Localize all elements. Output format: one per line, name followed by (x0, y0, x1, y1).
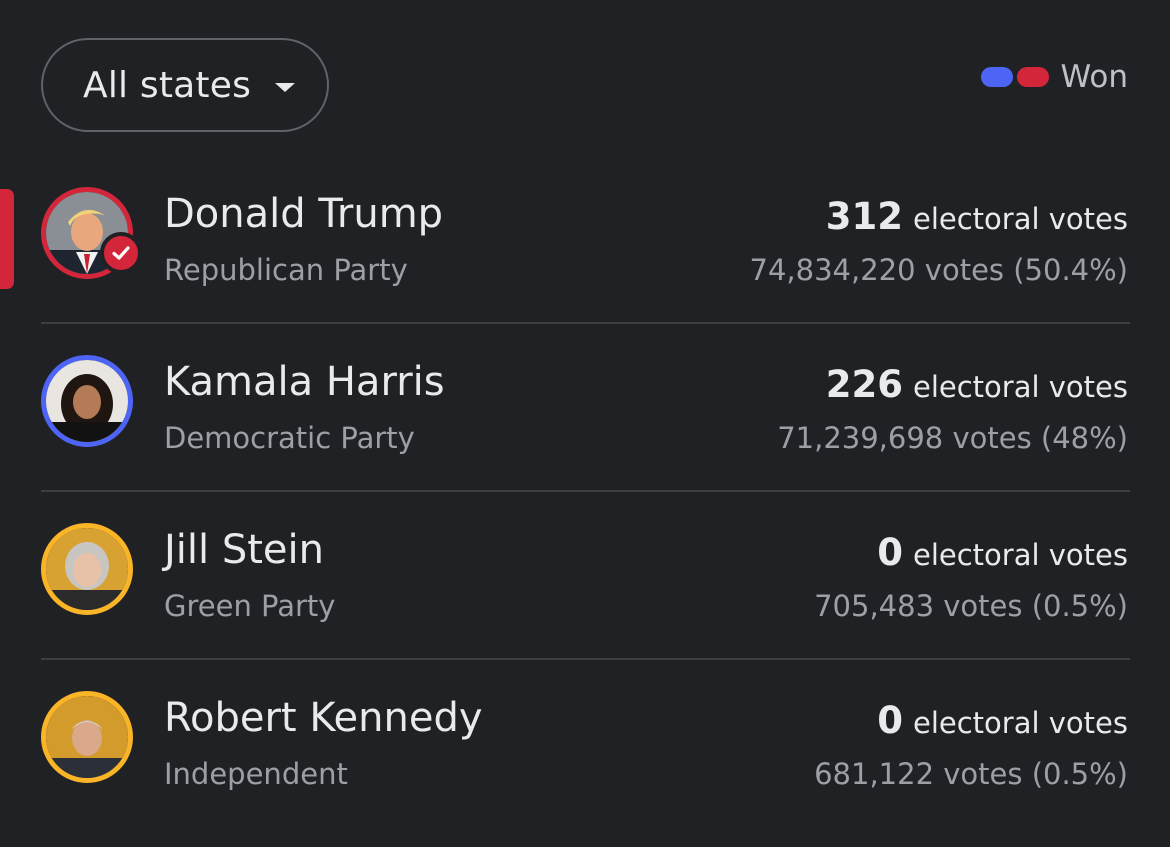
electoral-votes: 0 electoral votes (877, 699, 1128, 742)
selected-indicator (0, 189, 14, 289)
electoral-count: 226 (825, 363, 903, 406)
candidate-row[interactable]: Kamala Harris Democratic Party 226 electo… (0, 355, 1170, 523)
portrait-icon (46, 696, 128, 778)
legend: Won (980, 56, 1128, 98)
candidate-name: Jill Stein (164, 527, 324, 573)
candidate-party: Independent (164, 757, 348, 791)
electoral-count: 0 (877, 531, 903, 574)
electoral-count: 0 (877, 699, 903, 742)
candidate-party: Green Party (164, 589, 336, 623)
electoral-votes: 0 electoral votes (877, 531, 1128, 574)
legend-blue-swatch (980, 67, 1013, 87)
candidate-name: Kamala Harris (164, 359, 445, 405)
portrait-icon (46, 360, 128, 442)
popular-vote: 71,239,698 votes (48%) (777, 421, 1128, 455)
candidate-name: Robert Kennedy (164, 695, 483, 741)
row-divider (41, 490, 1130, 492)
electoral-count: 312 (825, 195, 903, 238)
electoral-label: electoral votes (913, 538, 1128, 572)
avatar (41, 355, 133, 447)
candidate-row[interactable]: Jill Stein Green Party 0 electoral votes … (0, 523, 1170, 691)
popular-vote: 681,122 votes (0.5%) (814, 757, 1128, 791)
electoral-label: electoral votes (913, 370, 1128, 404)
candidate-name: Donald Trump (164, 191, 444, 237)
portrait-icon (46, 528, 128, 610)
candidate-party: Republican Party (164, 253, 408, 287)
candidate-row[interactable]: Donald Trump Republican Party 312 elector… (0, 187, 1170, 355)
winner-check-icon (100, 232, 142, 274)
electoral-votes: 312 electoral votes (826, 195, 1128, 238)
row-divider (41, 658, 1130, 660)
state-filter-dropdown[interactable]: All states (41, 38, 329, 132)
legend-label: Won (1060, 59, 1128, 95)
electoral-votes: 226 electoral votes (826, 363, 1128, 406)
dropdown-caret-icon (275, 82, 296, 92)
popular-vote: 705,483 votes (0.5%) (814, 589, 1128, 623)
candidate-party: Democratic Party (164, 421, 415, 455)
electoral-label: electoral votes (913, 202, 1128, 236)
avatar (41, 523, 133, 615)
avatar (41, 691, 133, 783)
state-filter-label: All states (83, 64, 252, 106)
legend-red-swatch (1016, 67, 1049, 87)
row-divider (41, 322, 1130, 324)
electoral-label: electoral votes (913, 706, 1128, 740)
popular-vote: 74,834,220 votes (50.4%) (749, 253, 1128, 287)
candidate-row[interactable]: Robert Kennedy Independent 0 electoral vo… (0, 691, 1170, 847)
